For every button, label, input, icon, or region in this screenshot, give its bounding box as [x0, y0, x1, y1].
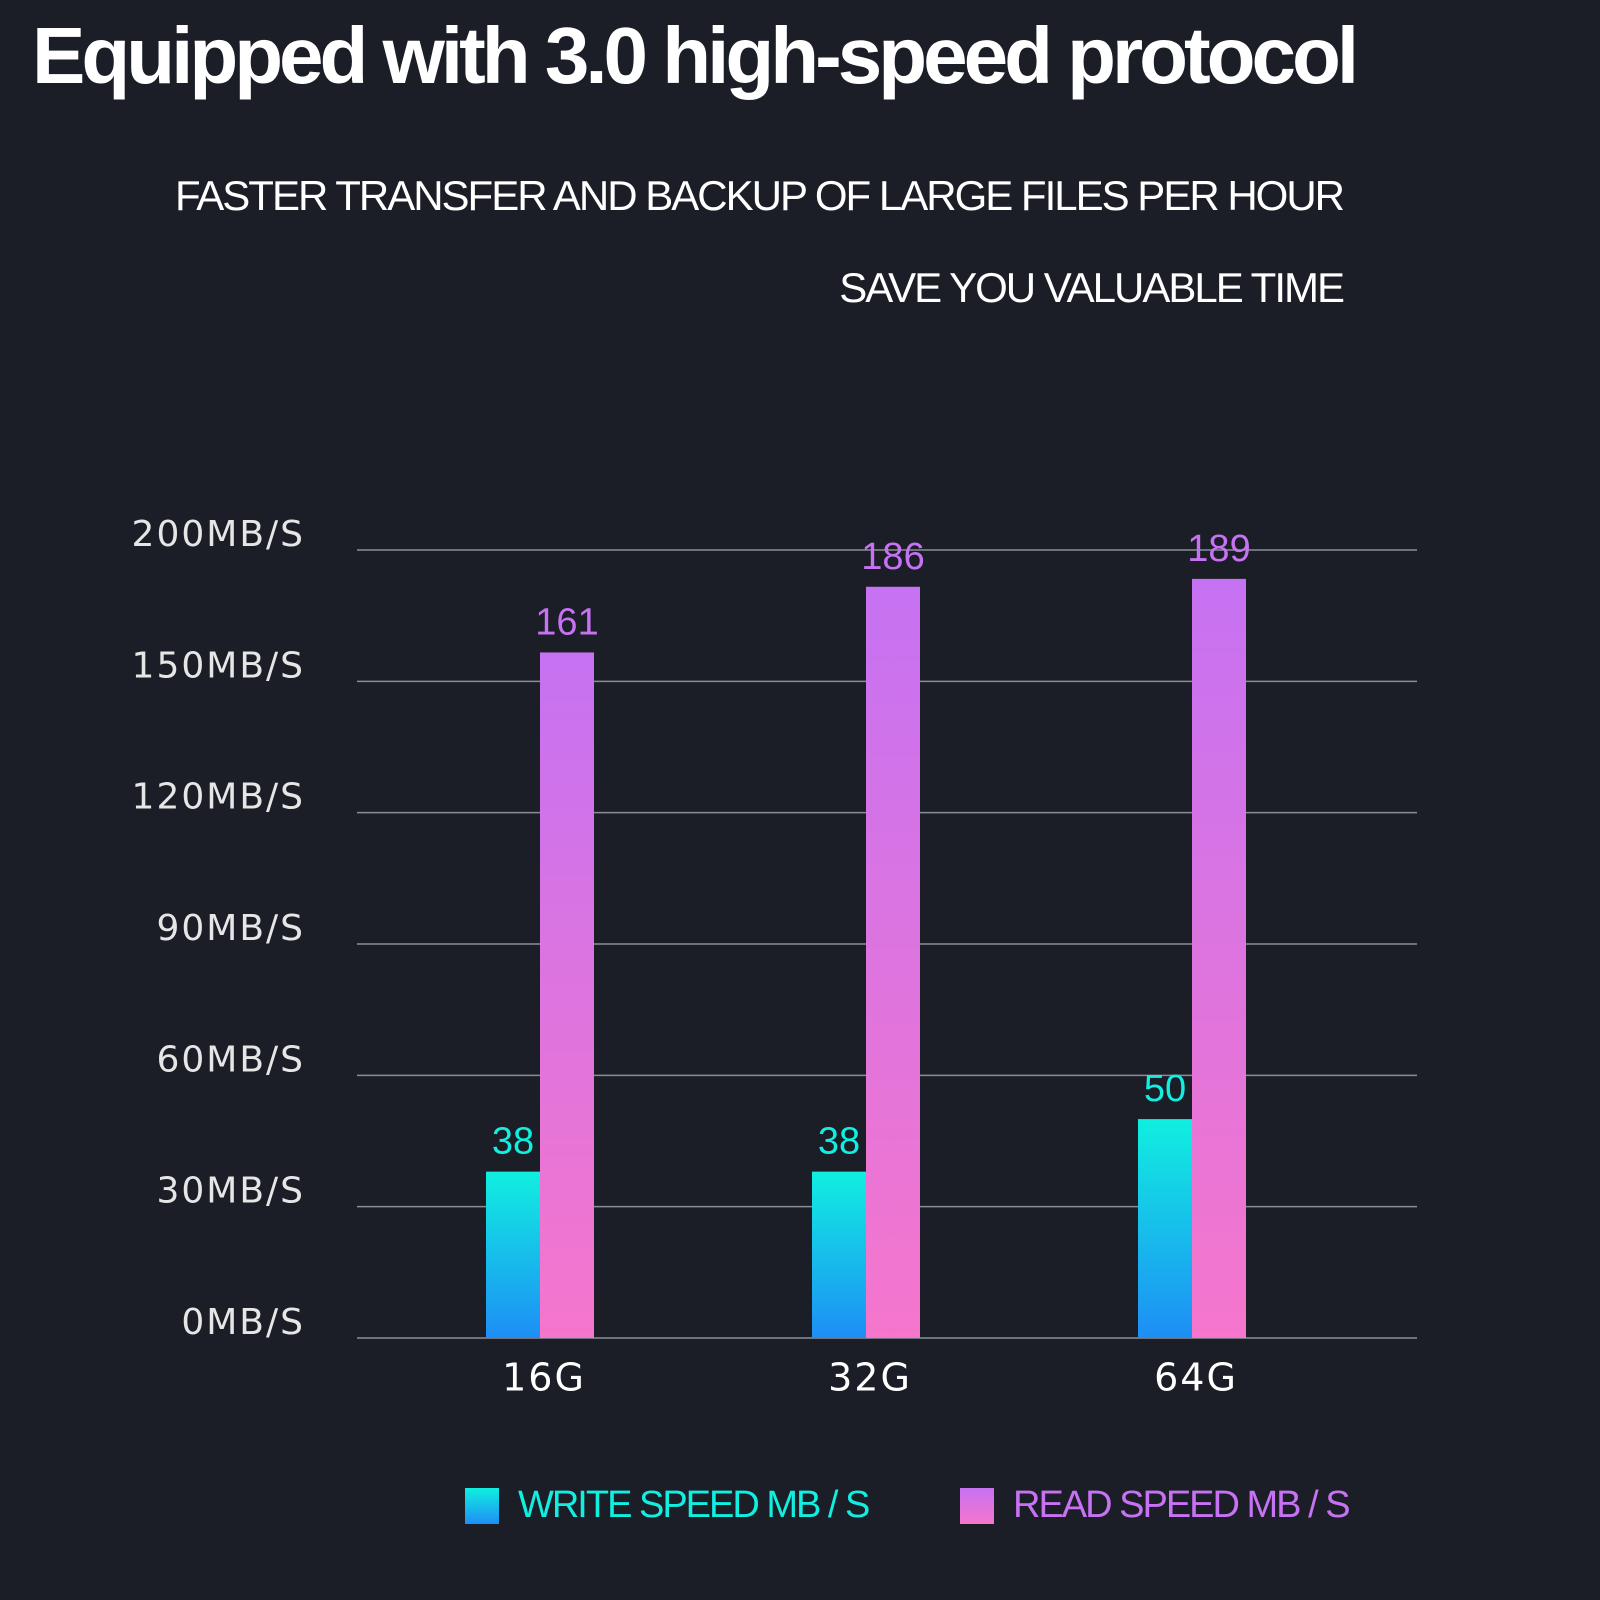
y-tick-label: 120MB/S	[132, 777, 305, 818]
bar	[1192, 578, 1246, 1338]
x-tick-label: 16G	[502, 1356, 586, 1400]
y-tick-label: 0MB/S	[181, 1302, 305, 1343]
bar	[486, 1171, 540, 1338]
subtitle: FASTER TRANSFER AND BACKUP OF LARGE FILE…	[175, 172, 1344, 219]
y-tick-label: 30MB/S	[156, 1171, 305, 1212]
chart-title: Equipped with 3.0 high-speed protocol	[32, 11, 1355, 100]
x-tick-label: 32G	[828, 1356, 912, 1400]
y-tick-label: 200MB/S	[132, 514, 305, 555]
value-label: 50	[1144, 1068, 1186, 1110]
legend-label: WRITE SPEED MB / S	[518, 1484, 869, 1526]
legend-label: READ SPEED MB / S	[1013, 1484, 1349, 1526]
y-tick-label: 90MB/S	[156, 908, 305, 949]
value-label: 38	[818, 1121, 860, 1163]
bar	[866, 586, 920, 1338]
value-label: 38	[492, 1121, 534, 1163]
value-label: 161	[535, 601, 598, 643]
y-tick-label: 150MB/S	[132, 645, 305, 686]
y-tick-label: 60MB/S	[156, 1039, 305, 1080]
bar	[812, 1171, 866, 1338]
bar	[540, 652, 594, 1338]
bar	[1138, 1119, 1192, 1338]
subtitle: SAVE YOU VALUABLE TIME	[839, 264, 1344, 311]
legend-swatch	[960, 1488, 994, 1524]
x-tick-label: 64G	[1154, 1356, 1238, 1400]
legend-swatch	[465, 1488, 499, 1524]
value-label: 186	[861, 536, 924, 578]
value-label: 189	[1187, 528, 1250, 570]
